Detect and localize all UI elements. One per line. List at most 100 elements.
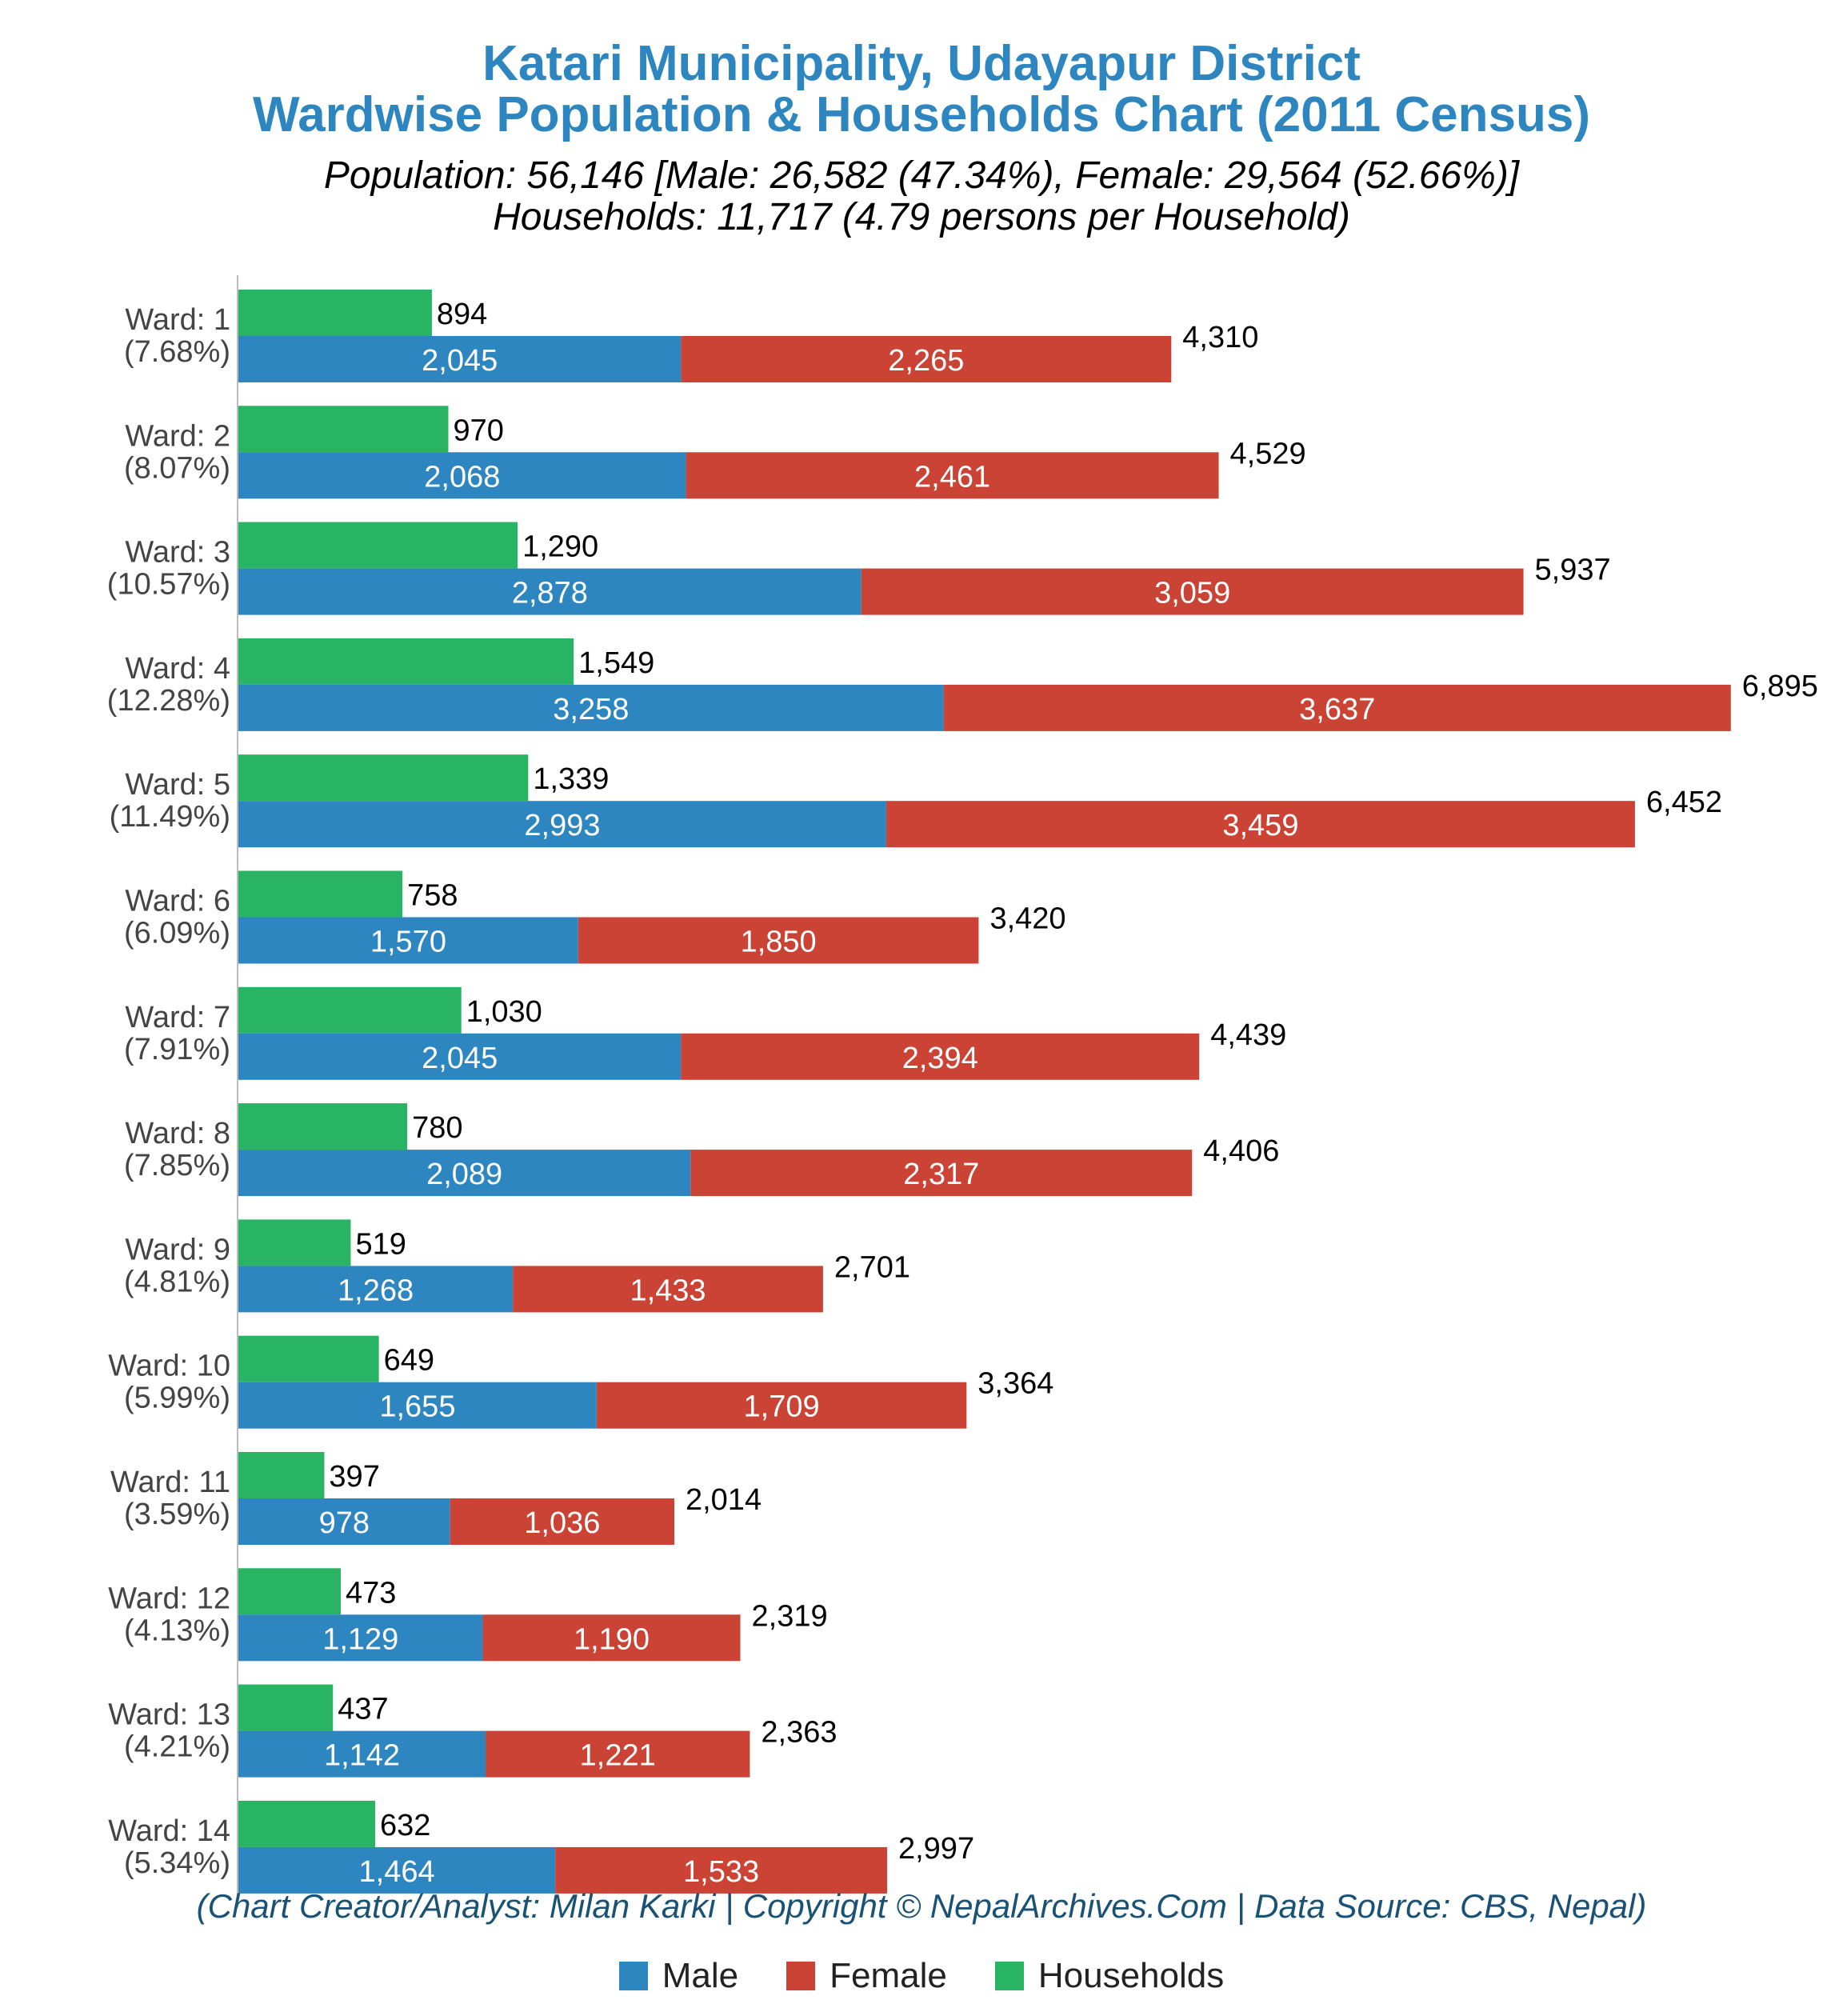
male-bar-ward-8 — [238, 1150, 691, 1197]
total-label-ward-13: 2,363 — [761, 1716, 837, 1750]
category-share-ward-13: (4.21%) — [124, 1730, 230, 1764]
male-bar-ward-14 — [238, 1846, 556, 1894]
female-label-ward-5: 3,459 — [1222, 809, 1298, 842]
households-label-ward-9: 519 — [355, 1227, 406, 1261]
male-bar-ward-11 — [238, 1498, 450, 1545]
male-label-ward-10: 1,655 — [379, 1390, 455, 1424]
total-label-ward-14: 2,997 — [898, 1832, 974, 1866]
legend-label-male: Male — [662, 1956, 739, 1995]
female-label-ward-3: 3,059 — [1154, 577, 1230, 610]
legend-label-female: Female — [830, 1956, 947, 1995]
households-bar-ward-10 — [238, 1335, 379, 1382]
male-label-ward-4: 3,258 — [553, 693, 629, 726]
total-label-ward-5: 6,452 — [1646, 786, 1722, 819]
category-share-ward-9: (4.81%) — [124, 1265, 230, 1298]
male-label-ward-13: 1,142 — [324, 1739, 400, 1773]
male-bar-ward-9 — [238, 1266, 514, 1313]
category-label-ward-14: Ward: 14 — [108, 1814, 230, 1848]
male-bar-ward-13 — [238, 1730, 486, 1778]
female-bar-ward-6 — [578, 917, 979, 964]
households-label-ward-11: 397 — [329, 1460, 379, 1494]
households-bar-ward-2 — [238, 406, 449, 453]
category-label-ward-10: Ward: 10 — [108, 1350, 230, 1383]
total-label-ward-10: 3,364 — [977, 1367, 1053, 1401]
category-share-ward-6: (6.09%) — [124, 917, 230, 950]
male-label-ward-11: 978 — [319, 1506, 370, 1540]
total-label-ward-4: 6,895 — [1742, 670, 1818, 703]
chart-area: 894 2,045 2,265 4,310 Ward: 1(7.68%) 970 2,068… — [107, 275, 1818, 1908]
male-bar-ward-4 — [238, 684, 944, 731]
total-label-ward-3: 5,937 — [1535, 554, 1611, 587]
legend-swatch-female — [786, 1962, 816, 1990]
female-label-ward-8: 2,317 — [903, 1158, 979, 1191]
male-bar-ward-3 — [238, 568, 862, 615]
legend: Male Female Households — [0, 1956, 1843, 1996]
male-label-ward-7: 2,045 — [422, 1042, 498, 1075]
male-bar-ward-6 — [238, 917, 578, 964]
legend-swatch-households — [994, 1962, 1024, 1990]
female-bar-ward-12 — [482, 1614, 741, 1662]
female-bar-ward-11 — [450, 1498, 674, 1545]
chart-subtitle-population: Population: 56,146 [Male: 26,582 (47.34%… — [323, 154, 1520, 197]
legend-item-female: Female — [786, 1956, 947, 1996]
category-share-ward-11: (3.59%) — [124, 1498, 230, 1531]
female-bar-ward-10 — [596, 1382, 967, 1429]
chart-subtitle-households: Households: 11,717 (4.79 persons per Hou… — [493, 196, 1350, 238]
category-share-ward-4: (12.28%) — [107, 684, 230, 718]
households-label-ward-12: 473 — [346, 1576, 396, 1610]
female-bar-ward-8 — [690, 1150, 1193, 1197]
female-bar-ward-3 — [861, 568, 1524, 615]
households-bar-ward-12 — [238, 1568, 341, 1615]
chart-title-line1: Katari Municipality, Udayapur District — [482, 36, 1361, 91]
male-bar-ward-12 — [238, 1614, 483, 1662]
category-share-ward-2: (8.07%) — [124, 451, 230, 485]
households-label-ward-14: 632 — [380, 1809, 430, 1842]
male-label-ward-2: 2,068 — [424, 460, 500, 494]
male-bar-ward-2 — [238, 452, 686, 499]
category-label-ward-2: Ward: 2 — [125, 419, 230, 453]
households-bar-ward-13 — [238, 1684, 334, 1731]
female-label-ward-12: 1,190 — [574, 1622, 650, 1656]
female-bar-ward-5 — [886, 801, 1635, 848]
category-label-ward-7: Ward: 7 — [125, 1001, 230, 1034]
households-bar-ward-6 — [238, 870, 403, 918]
female-label-ward-6: 1,850 — [741, 926, 817, 959]
legend-item-households: Households — [994, 1956, 1224, 1996]
category-share-ward-12: (4.13%) — [124, 1614, 230, 1647]
households-label-ward-2: 970 — [453, 414, 503, 447]
category-label-ward-13: Ward: 13 — [108, 1698, 230, 1732]
total-label-ward-2: 4,529 — [1230, 437, 1306, 470]
households-bar-ward-1 — [238, 290, 432, 336]
female-label-ward-1: 2,265 — [888, 344, 964, 378]
male-label-ward-6: 1,570 — [370, 926, 446, 959]
households-label-ward-1: 894 — [437, 298, 487, 331]
total-label-ward-6: 3,420 — [989, 902, 1065, 936]
households-bar-ward-11 — [238, 1452, 325, 1498]
female-label-ward-11: 1,036 — [524, 1506, 600, 1540]
total-label-ward-9: 2,701 — [834, 1250, 910, 1284]
category-share-ward-1: (7.68%) — [124, 335, 230, 369]
male-label-ward-12: 1,129 — [322, 1622, 398, 1656]
female-label-ward-7: 2,394 — [902, 1042, 978, 1075]
households-label-ward-6: 758 — [407, 879, 458, 913]
category-label-ward-6: Ward: 6 — [125, 885, 230, 918]
female-bar-ward-1 — [681, 336, 1172, 382]
male-bar-ward-1 — [238, 336, 682, 382]
chart-title-line2: Wardwise Population & Households Chart (… — [252, 87, 1590, 142]
female-bar-ward-2 — [686, 452, 1219, 499]
male-bar-ward-10 — [238, 1382, 597, 1429]
male-label-ward-3: 2,878 — [512, 577, 588, 610]
category-label-ward-11: Ward: 11 — [110, 1466, 230, 1499]
category-share-ward-3: (10.57%) — [107, 568, 230, 602]
total-label-ward-1: 4,310 — [1182, 321, 1258, 354]
households-bar-ward-5 — [238, 754, 529, 802]
households-bar-ward-14 — [238, 1800, 376, 1847]
male-label-ward-1: 2,045 — [422, 344, 498, 378]
female-label-ward-10: 1,709 — [744, 1390, 820, 1424]
category-share-ward-10: (5.99%) — [124, 1382, 230, 1415]
total-label-ward-8: 4,406 — [1203, 1134, 1279, 1168]
households-bar-ward-4 — [238, 638, 574, 685]
female-bar-ward-14 — [555, 1846, 887, 1894]
female-bar-ward-7 — [681, 1033, 1200, 1080]
total-label-ward-12: 2,319 — [752, 1599, 828, 1633]
